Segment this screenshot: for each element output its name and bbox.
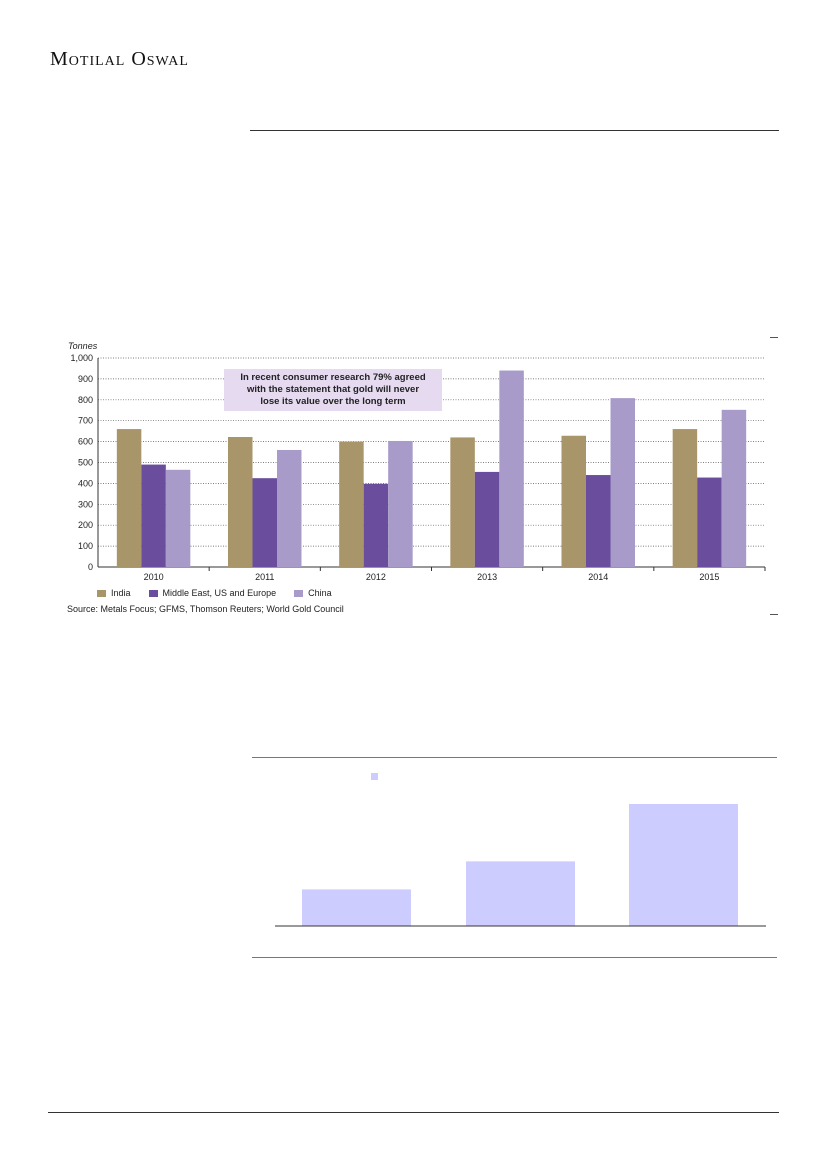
legend-item-middle-east: Middle East, US and Europe — [148, 588, 277, 598]
legend-item-china: China — [294, 588, 332, 598]
bar-middle-east-us-and-europe-2015 — [697, 477, 722, 567]
y-tick-label: 100 — [78, 541, 93, 551]
chart-legend: India Middle East, US and Europe China — [97, 588, 332, 598]
bar-india-2012 — [339, 441, 364, 567]
bar-india-2011 — [228, 437, 253, 567]
bar-india-2013 — [450, 437, 475, 567]
header-rule — [250, 130, 779, 131]
bar-china-2014 — [610, 398, 635, 567]
legend-label-india: India — [111, 588, 131, 598]
footer-rule — [48, 1112, 779, 1113]
chart1-top-rule — [770, 337, 778, 338]
legend-label-china: China — [308, 588, 332, 598]
y-axis-label: Tonnes — [68, 341, 98, 351]
x-tick-label: 2011 — [255, 572, 274, 582]
bar-middle-east-us-and-europe-2010 — [141, 464, 166, 567]
demand-bar-chart: Tonnes 0 100 200 300 400 500 600 700 800 900 1,000… — [68, 341, 766, 582]
y-tick-label: 900 — [78, 374, 93, 384]
legend-label-middle-east: Middle East, US and Europe — [162, 588, 277, 598]
chart2-top-rule — [252, 757, 777, 758]
y-tick-label: 800 — [78, 395, 93, 405]
y-tick-label: 300 — [78, 499, 93, 509]
chart1-bottom-rule — [770, 614, 778, 615]
legend-swatch-china — [294, 589, 304, 597]
growth-bar-2 — [466, 861, 575, 926]
bar-india-2015 — [672, 429, 698, 567]
bar-middle-east-us-and-europe-2012 — [363, 483, 389, 567]
y-tick-label: 700 — [78, 416, 93, 426]
bar-china-2010 — [165, 469, 191, 567]
bar-middle-east-us-and-europe-2013 — [474, 471, 500, 567]
x-tick-label: 2013 — [477, 572, 497, 582]
bar-middle-east-us-and-europe-2014 — [586, 475, 611, 567]
chart2-bottom-rule — [252, 957, 777, 958]
legend-item-india: India — [97, 588, 131, 598]
y-tick-label: 500 — [78, 458, 93, 468]
bar-india-2010 — [116, 429, 142, 567]
bar-china-2015 — [721, 409, 747, 567]
growth-bar-3 — [629, 804, 738, 926]
bar-middle-east-us-and-europe-2011 — [252, 478, 277, 567]
y-tick-label: 400 — [78, 478, 93, 488]
legend-swatch-middle-east — [148, 589, 158, 597]
growth-bar-chart — [275, 773, 766, 927]
y-tick-label: 600 — [78, 437, 93, 447]
y-tick-label: 0 — [88, 562, 93, 572]
chart-source: Source: Metals Focus; GFMS, Thomson Reut… — [67, 604, 344, 614]
growth-bar-1 — [302, 889, 411, 926]
legend-swatch-india — [97, 589, 106, 597]
callout-line-1: In recent consumer research 79% agreed — [240, 372, 426, 383]
x-tick-label: 2012 — [366, 572, 386, 582]
brand-logo: Motilal Oswal — [50, 48, 189, 70]
x-tick-label: 2014 — [588, 572, 608, 582]
bar-india-2014 — [561, 435, 586, 567]
chart-callout: In recent consumer research 79% agreed w… — [224, 369, 442, 411]
y-tick-label: 1,000 — [70, 353, 93, 363]
x-tick-label: 2010 — [144, 572, 164, 582]
bar-china-2011 — [277, 449, 302, 567]
bar-china-2013 — [499, 370, 524, 567]
bar-china-2012 — [388, 440, 413, 567]
y-tick-label: 200 — [78, 520, 93, 530]
callout-line-2: with the statement that gold will never — [246, 384, 420, 395]
chart2-legend-swatch — [371, 773, 378, 780]
callout-line-3: lose its value over the long term — [260, 396, 406, 407]
x-tick-label: 2015 — [699, 572, 719, 582]
